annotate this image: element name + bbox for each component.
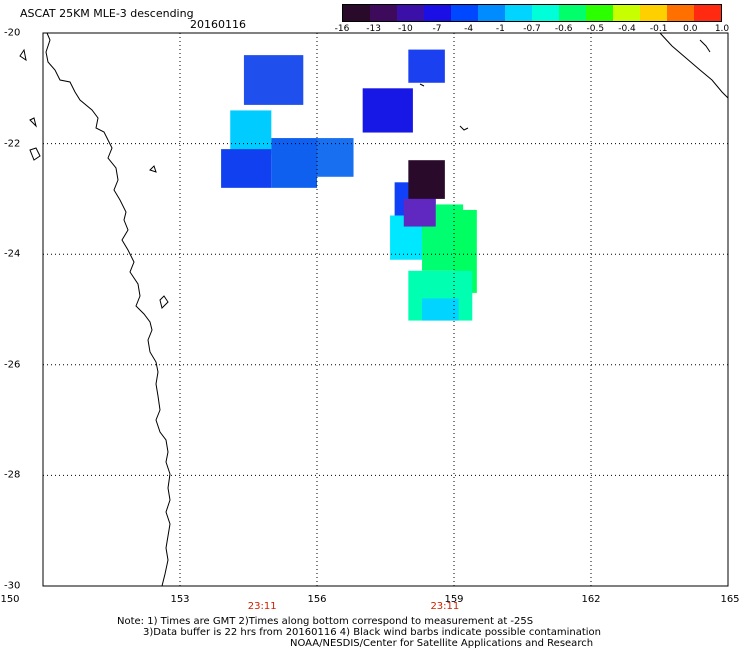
colorbar-swatch bbox=[451, 5, 478, 21]
colorbar-label: -4 bbox=[464, 24, 474, 34]
colorbar-label: -13 bbox=[366, 24, 382, 34]
colorbar-swatch bbox=[397, 5, 424, 21]
coastline-segment bbox=[459, 125, 469, 131]
coastline-segment bbox=[29, 117, 37, 128]
colorbar-swatch bbox=[613, 5, 640, 21]
wind-cell bbox=[221, 149, 272, 188]
wind-cell bbox=[243, 55, 304, 105]
colorbar-swatch bbox=[370, 5, 397, 21]
colorbar-swatch bbox=[343, 5, 370, 21]
longitude-label: 159 bbox=[444, 594, 464, 605]
coastline-segment bbox=[419, 83, 425, 87]
latitude-label: -30 bbox=[4, 580, 21, 592]
colorbar-label: -1 bbox=[495, 24, 505, 34]
colorbar-swatch bbox=[586, 5, 613, 21]
coastline-segment bbox=[29, 147, 41, 161]
coastline-segment bbox=[149, 165, 157, 173]
colorbar-label: -10 bbox=[397, 24, 413, 34]
colorbar-label: -0.6 bbox=[554, 24, 573, 34]
colorbar-swatch bbox=[640, 5, 667, 21]
colorbar-label: 1.0 bbox=[714, 24, 730, 34]
colorbar-swatch bbox=[424, 5, 451, 21]
colorbar-swatch bbox=[559, 5, 586, 21]
colorbar-label: -0.7 bbox=[523, 24, 541, 34]
coastline-segment bbox=[19, 48, 27, 62]
note-line-3: NOAA/NESDIS/Center for Satellite Applica… bbox=[290, 638, 594, 649]
wind-cell bbox=[271, 138, 317, 188]
product-title: ASCAT 25KM MLE-3 descending bbox=[20, 7, 194, 20]
latitude-label: -26 bbox=[4, 359, 21, 371]
colorbar-labels: -16 -13 -10 -7 -4 -1 -0.7 -0.6 -0.5 -0.4 -0.1 0.0 1.… bbox=[334, 24, 730, 36]
wind-cell bbox=[403, 198, 436, 227]
coastline-segment bbox=[45, 32, 171, 587]
note-line-1: Note: 1) Times are GMT 2)Times along bot… bbox=[117, 616, 534, 627]
coastline bbox=[19, 32, 729, 587]
wind-cells-layer bbox=[221, 49, 477, 321]
colorbar bbox=[342, 4, 722, 22]
product-date: 20160116 bbox=[190, 18, 246, 31]
colorbar-label: 0.0 bbox=[683, 24, 698, 34]
latitude-label: -28 bbox=[4, 469, 21, 481]
wind-cell bbox=[408, 49, 445, 83]
latitude-label: -22 bbox=[4, 138, 21, 150]
time-label: 23:11 bbox=[247, 601, 277, 612]
coastline-segment bbox=[699, 39, 711, 53]
colorbar-label: -0.1 bbox=[649, 24, 668, 34]
longitude-label: 156 bbox=[307, 594, 327, 605]
wind-cell bbox=[230, 110, 272, 155]
colorbar-label: -16 bbox=[334, 24, 350, 34]
longitude-label: 162 bbox=[581, 594, 601, 605]
latitude-label: -24 bbox=[4, 248, 21, 260]
wind-cell bbox=[408, 160, 445, 199]
colorbar-label: -0.4 bbox=[618, 24, 636, 34]
latitude-label: -20 bbox=[4, 27, 21, 39]
colorbar-swatch bbox=[505, 5, 532, 21]
colorbar-swatch bbox=[694, 5, 721, 21]
wind-cell bbox=[362, 88, 413, 133]
longitude-label: 153 bbox=[170, 594, 190, 605]
wind-cell bbox=[317, 138, 354, 177]
colorbar-label: -7 bbox=[432, 24, 442, 34]
colorbar-swatch bbox=[478, 5, 505, 21]
colorbar-swatch bbox=[532, 5, 559, 21]
coastline-segment bbox=[659, 32, 729, 99]
map-frame bbox=[42, 32, 729, 587]
longitude-label: 165 bbox=[720, 594, 740, 605]
wind-cell bbox=[422, 298, 459, 321]
coastline-segment bbox=[159, 295, 169, 309]
longitude-label: 150 bbox=[0, 594, 20, 605]
colorbar-swatch bbox=[667, 5, 694, 21]
time-label: 23:11 bbox=[430, 601, 460, 612]
colorbar-label: -0.5 bbox=[586, 24, 605, 34]
note-line-2: 3)Data buffer is 22 hrs from 20160116 4)… bbox=[143, 627, 601, 638]
